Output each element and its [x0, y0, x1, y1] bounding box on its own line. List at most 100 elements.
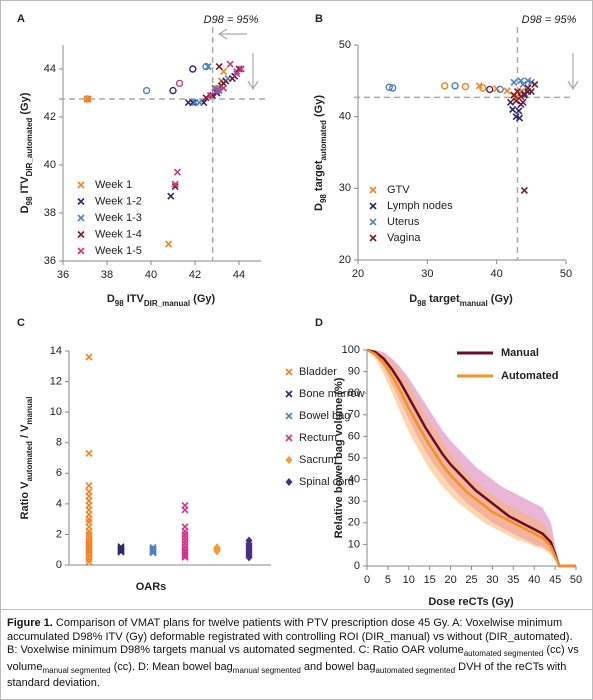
legend-label: Week 1-5 — [95, 245, 142, 257]
x-tick-label: 36 — [57, 269, 69, 281]
legend-marker — [369, 202, 377, 210]
mean-line — [366, 348, 576, 568]
legend-label: Lymph nodes — [387, 200, 453, 212]
axis-title: D98 targetautomated (Gy) — [313, 95, 328, 211]
data-point — [513, 88, 522, 96]
caption-part: automated segmented — [463, 649, 544, 659]
y-tick-label: 4 — [56, 498, 62, 510]
axis-title-part: (Gy) — [488, 293, 513, 305]
data-point — [226, 60, 234, 68]
x-tick-label: 10 — [403, 574, 415, 586]
x-tick-label: 30 — [421, 268, 433, 280]
y-tick-label: 10 — [348, 538, 360, 550]
axis-title-part: manual — [460, 299, 488, 308]
panel-letter: A — [17, 13, 25, 25]
y-tick-label: 40 — [348, 474, 360, 486]
legend-label: Week 1-4 — [95, 228, 142, 240]
data-point — [191, 99, 199, 107]
data-point — [213, 87, 221, 95]
y-tick-label: 40 — [44, 159, 56, 171]
data-point — [517, 77, 525, 85]
x-tick-label: 40 — [145, 269, 157, 281]
legend-marker — [285, 456, 293, 464]
panel-letter: C — [17, 317, 25, 329]
legend-label: Manual — [501, 347, 539, 359]
y-tick-label: 50 — [339, 39, 351, 51]
data-point — [519, 80, 527, 88]
data-point — [388, 84, 397, 92]
axis-title: Relative bowel bag volume (%) — [333, 377, 345, 538]
data-point — [171, 183, 179, 191]
data-point — [515, 114, 524, 122]
data-point — [531, 80, 539, 88]
axis-title-part: D — [19, 205, 31, 213]
data-point — [213, 547, 221, 556]
data-point — [220, 84, 228, 92]
legend-marker — [369, 234, 377, 242]
axis-title-part: (Gy) — [313, 95, 325, 120]
legend-marker — [285, 478, 293, 486]
data-point — [189, 99, 197, 107]
legend-label: Sacrum — [299, 454, 337, 466]
legend-marker — [369, 186, 377, 194]
legend-label: GTV — [387, 184, 410, 196]
x-tick-label: 44 — [233, 269, 245, 281]
data-point — [167, 192, 175, 200]
axis-title-part: Ratio V — [19, 481, 31, 520]
legend-marker — [77, 230, 85, 239]
legend-label: Rectum — [299, 432, 337, 444]
data-point — [385, 83, 393, 91]
legend-marker — [369, 218, 377, 226]
data-point — [509, 105, 517, 114]
data-point — [189, 65, 197, 73]
legend-label: Bone marrow — [299, 388, 364, 400]
x-tick-label: 30 — [486, 574, 498, 586]
legend-marker — [77, 214, 85, 222]
axis-title-part: / V — [19, 424, 31, 441]
y-tick-label: 70 — [348, 409, 360, 421]
data-point — [85, 481, 93, 490]
axis-title-part: OARs — [136, 581, 167, 593]
y-tick-label: 38 — [44, 207, 56, 219]
data-point — [519, 98, 527, 106]
legend-marker — [77, 181, 85, 189]
caption-part: manual segmented — [232, 665, 301, 675]
axis-title-part: 98 — [25, 196, 34, 205]
x-tick-label: 38 — [101, 269, 113, 281]
caption-part: and bowel bag — [300, 660, 376, 673]
x-tick-label: 25 — [465, 574, 477, 586]
legend-label: Week 1-3 — [95, 212, 142, 224]
data-point — [475, 82, 483, 90]
y-tick-label: 42 — [44, 111, 56, 123]
data-point — [117, 548, 125, 556]
data-point — [496, 85, 504, 94]
axis-title-part: ITV — [124, 293, 145, 305]
x-tick-label: 20 — [352, 268, 364, 280]
data-point — [520, 90, 528, 98]
legend-marker — [285, 368, 293, 376]
data-point — [175, 79, 184, 88]
data-point — [84, 95, 92, 103]
data-point — [527, 88, 535, 96]
std-band — [367, 350, 576, 566]
data-point — [85, 558, 93, 566]
data-point — [181, 506, 189, 514]
y-tick-label: 6 — [56, 467, 62, 479]
caption-part: Comparison of VMAT plans for twelve pati… — [7, 617, 573, 656]
data-point — [245, 553, 253, 562]
legend-marker — [285, 390, 293, 398]
legend-marker — [77, 247, 85, 255]
data-point — [527, 78, 535, 86]
mean-line — [366, 348, 576, 568]
y-tick-label: 10 — [50, 406, 62, 418]
axis-title-part: target — [313, 160, 325, 194]
legend-label: Spinal cord — [299, 476, 354, 488]
data-point — [235, 65, 243, 73]
x-tick-label: 42 — [189, 269, 201, 281]
data-point — [204, 63, 212, 71]
legend-marker — [285, 412, 293, 420]
axis-title-part: D — [409, 293, 417, 305]
data-point — [206, 91, 214, 99]
data-point — [85, 449, 93, 457]
